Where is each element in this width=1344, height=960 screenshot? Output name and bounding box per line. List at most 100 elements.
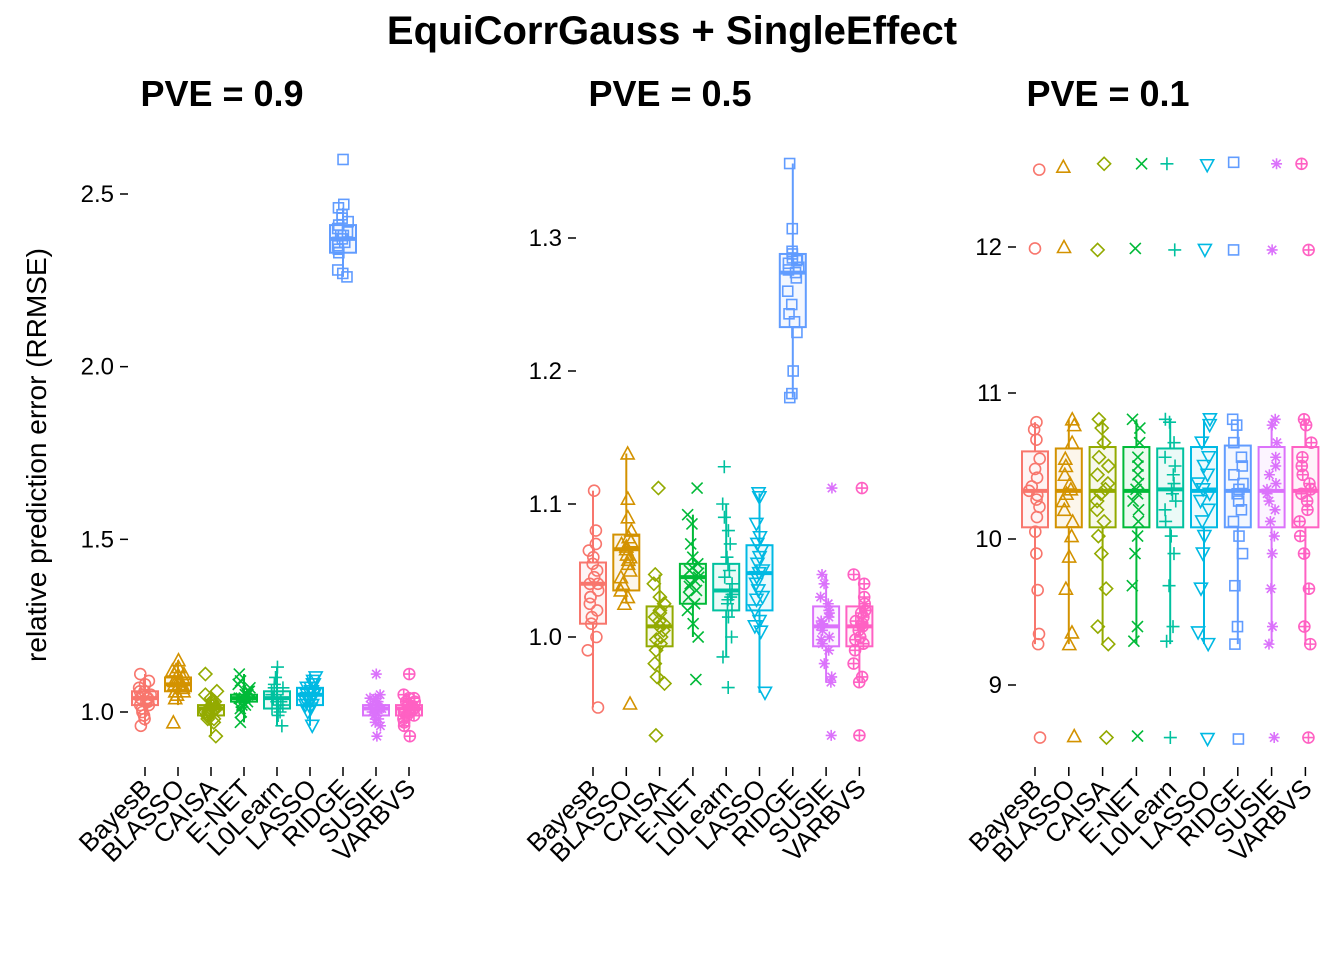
panel-title: PVE = 0.1 [1026,73,1189,114]
data-point [717,510,731,524]
data-point [1064,411,1081,426]
data-point [1200,637,1217,653]
data-point [648,642,664,658]
data-point [720,550,734,564]
data-point [1030,488,1044,502]
data-point [1227,515,1240,528]
data-point [591,701,605,714]
data-point [1295,487,1308,501]
data-point [782,264,795,276]
data-point [1199,732,1216,748]
box-blasso [1054,158,1083,743]
data-point [1229,579,1241,592]
data-point [1266,548,1278,560]
data-point [1028,462,1042,476]
y-tick-label: 2.0 [81,354,114,381]
data-point [174,679,190,695]
box-ridge [1223,156,1252,745]
data-point [1131,620,1144,633]
data-point [165,714,182,729]
data-point [722,564,736,577]
data-point [651,613,668,629]
chart-panels: PVE = 0.91.01.52.02.5BayesBBLASSOCAISAE-… [73,73,1320,868]
box-caisa [645,480,674,744]
data-point [332,236,344,249]
data-point [1127,635,1140,648]
data-point [818,658,830,670]
data-point [1064,434,1080,449]
data-point [782,257,795,270]
y-tick-label: 1.0 [81,699,114,726]
data-point [374,720,386,732]
data-point [687,617,700,630]
y-tick-label: 1.3 [529,225,562,252]
data-point [584,617,598,631]
data-point [1236,460,1249,472]
y-axis-label: relative prediction error (RRMSE) [21,248,52,662]
data-point [297,698,314,714]
data-point [1033,731,1047,744]
data-point [620,551,637,567]
data-point [239,688,252,701]
data-point [1228,468,1240,481]
data-point [235,699,248,712]
data-point [1163,415,1177,429]
data-point [1227,156,1240,169]
data-point [1064,513,1081,528]
data-point [1131,730,1144,743]
box-varbvs [845,481,874,742]
data-point [815,615,827,627]
data-point [197,666,214,682]
data-point [753,625,769,640]
data-point [849,633,862,646]
data-point [783,391,796,404]
data-point [1201,418,1218,434]
data-point [1030,433,1043,447]
data-point [369,692,381,704]
data-point [1297,547,1311,560]
data-point [1089,467,1106,483]
data-point [305,674,321,690]
data-point [167,683,184,698]
box-bayesb [131,667,159,733]
box-lasso [745,487,774,702]
data-point [652,636,669,652]
data-point [1061,635,1078,651]
data-point [1269,413,1281,425]
data-point [1193,436,1210,451]
data-point [166,676,183,691]
data-point [1169,494,1183,508]
box-iqr [1122,446,1151,529]
data-point [589,537,603,551]
box-e-net [1122,157,1151,743]
data-point [1091,449,1107,465]
data-point [273,705,287,719]
data-point [1066,416,1083,432]
data-point [751,491,768,506]
data-point [1093,545,1110,562]
data-point [134,719,148,733]
data-point [371,730,383,742]
y-tick-label: 9 [989,672,1002,699]
data-point [748,517,765,533]
data-point [620,490,636,505]
data-point [623,533,639,548]
data-point [1263,638,1275,650]
data-point [585,610,599,624]
box-ridge [329,153,357,283]
data-point [691,557,704,570]
data-point [716,650,730,664]
data-point [590,630,603,644]
data-point [1163,731,1177,745]
data-point [619,445,636,460]
data-point [234,716,247,729]
data-point [616,595,633,611]
data-point [407,702,420,715]
data-point [818,578,830,590]
data-point [1299,418,1313,432]
data-point [684,537,697,550]
data-point [587,550,600,564]
y-tick-label: 12 [975,234,1002,261]
data-point [265,684,279,698]
data-point [1030,547,1043,560]
